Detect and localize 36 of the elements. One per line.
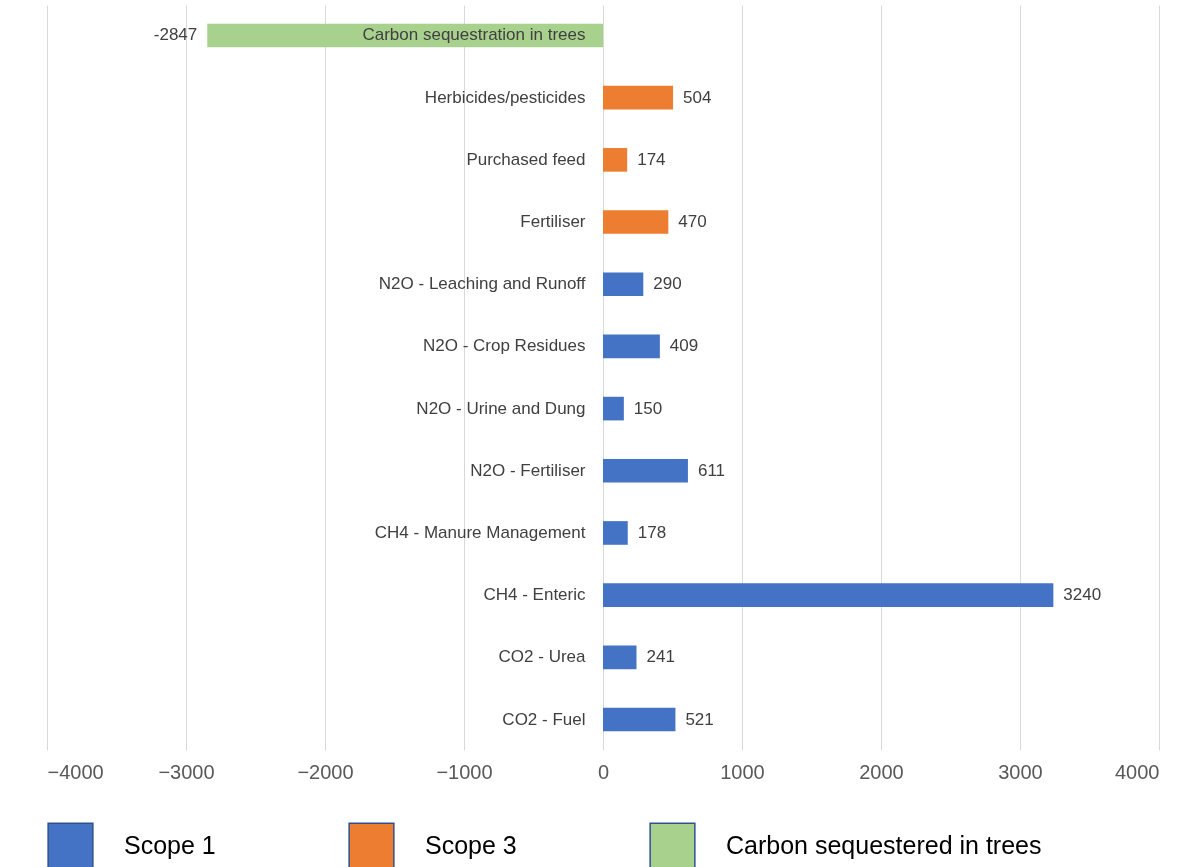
y-tick-label: CO2 - Fuel: [502, 709, 586, 729]
legend-label: Carbon sequestered in trees: [726, 830, 1042, 859]
data-label: 174: [637, 149, 666, 169]
data-label: 241: [646, 647, 675, 667]
x-tick-label: −2000: [297, 760, 354, 783]
data-label: 504: [683, 87, 712, 107]
x-tick-label: 2000: [859, 760, 904, 783]
y-tick-label: N2O - Leaching and Runoff: [378, 274, 586, 294]
y-tick-label: N2O - Crop Residues: [422, 336, 586, 356]
y-tick-label: Carbon sequestration in trees: [362, 25, 586, 45]
legend-label: Scope 1: [124, 830, 216, 859]
data-label: 3240: [1063, 585, 1102, 605]
x-tick-label: 4000: [1115, 760, 1160, 783]
data-label: 290: [653, 274, 682, 294]
y-tick-label: N2O - Urine and Dung: [416, 398, 586, 418]
data-label: 150: [633, 398, 663, 418]
data-label: 178: [637, 522, 667, 542]
y-tick-label: N2O - Fertiliser: [470, 460, 586, 480]
data-label: -2847: [153, 25, 198, 45]
data-label: 409: [669, 336, 699, 356]
x-tick-label: 1000: [720, 760, 765, 783]
y-tick-label: Herbicides/pesticides: [424, 87, 586, 107]
data-label: 521: [685, 709, 714, 729]
legend-label: Scope 3: [425, 830, 517, 859]
y-tick-label: CH4 - Manure Management: [374, 522, 586, 542]
x-tick-label: −3000: [158, 760, 215, 783]
x-tick-label: −4000: [47, 760, 104, 783]
data-label: 611: [697, 460, 726, 480]
x-tick-label: −1000: [436, 760, 493, 783]
x-tick-label: 0: [597, 760, 610, 783]
y-tick-label: Fertiliser: [520, 212, 586, 232]
data-label: 470: [678, 212, 707, 232]
y-tick-label: CH4 - Enteric: [483, 585, 586, 605]
x-tick-label: 3000: [998, 760, 1043, 783]
y-tick-label: CO2 - Urea: [498, 647, 587, 667]
y-tick-label: Purchased feed: [466, 149, 586, 169]
